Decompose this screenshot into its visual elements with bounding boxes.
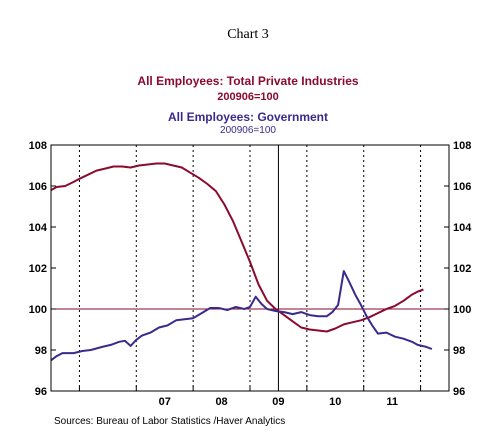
y-tick-label-right-100: 100	[453, 304, 471, 316]
x-tick-label-10: 10	[329, 396, 341, 408]
x-tick-label-07: 07	[159, 396, 171, 408]
y-tick-label-left-106: 106	[29, 181, 47, 193]
source-note: Sources: Bureau of Labor Statistics /Hav…	[54, 416, 285, 427]
series-private-line	[50, 162, 424, 333]
y-tick-label-right-98: 98	[453, 345, 465, 357]
vertical-grid-lines	[78, 145, 422, 391]
series-2-legend-label: All Employees: Government	[168, 110, 328, 124]
series-1-legend-subtitle: 200906=100	[217, 91, 278, 103]
y-axis-ticks: 96 96 98 98 100 100 102 102 104 104 106 106 108 108	[29, 140, 473, 398]
x-axis-ticks: 07 08 09 10 11	[78, 386, 422, 408]
y-tick-label-right-108: 108	[453, 140, 471, 152]
y-tick-label-right-102: 102	[453, 263, 471, 275]
y-tick-label-right-96: 96	[453, 386, 465, 398]
x-tick-label-11: 11	[386, 396, 398, 408]
y-tick-label-left-100: 100	[29, 304, 47, 316]
y-tick-label-left-108: 108	[29, 140, 47, 152]
x-tick-label-08: 08	[215, 396, 227, 408]
y-tick-label-right-104: 104	[453, 222, 472, 234]
y-tick-label-left-96: 96	[35, 386, 47, 398]
series-government-line	[50, 270, 433, 362]
chart-title: Chart 3	[227, 27, 269, 42]
series-2-legend-subtitle: 200906=100	[220, 125, 276, 136]
y-tick-label-left-98: 98	[35, 345, 47, 357]
series-1-legend-label: All Employees: Total Private Industries	[137, 74, 359, 88]
x-tick-label-09: 09	[272, 396, 284, 408]
y-tick-label-left-102: 102	[29, 263, 47, 275]
y-tick-label-left-104: 104	[29, 222, 48, 234]
y-tick-label-right-106: 106	[453, 181, 471, 193]
